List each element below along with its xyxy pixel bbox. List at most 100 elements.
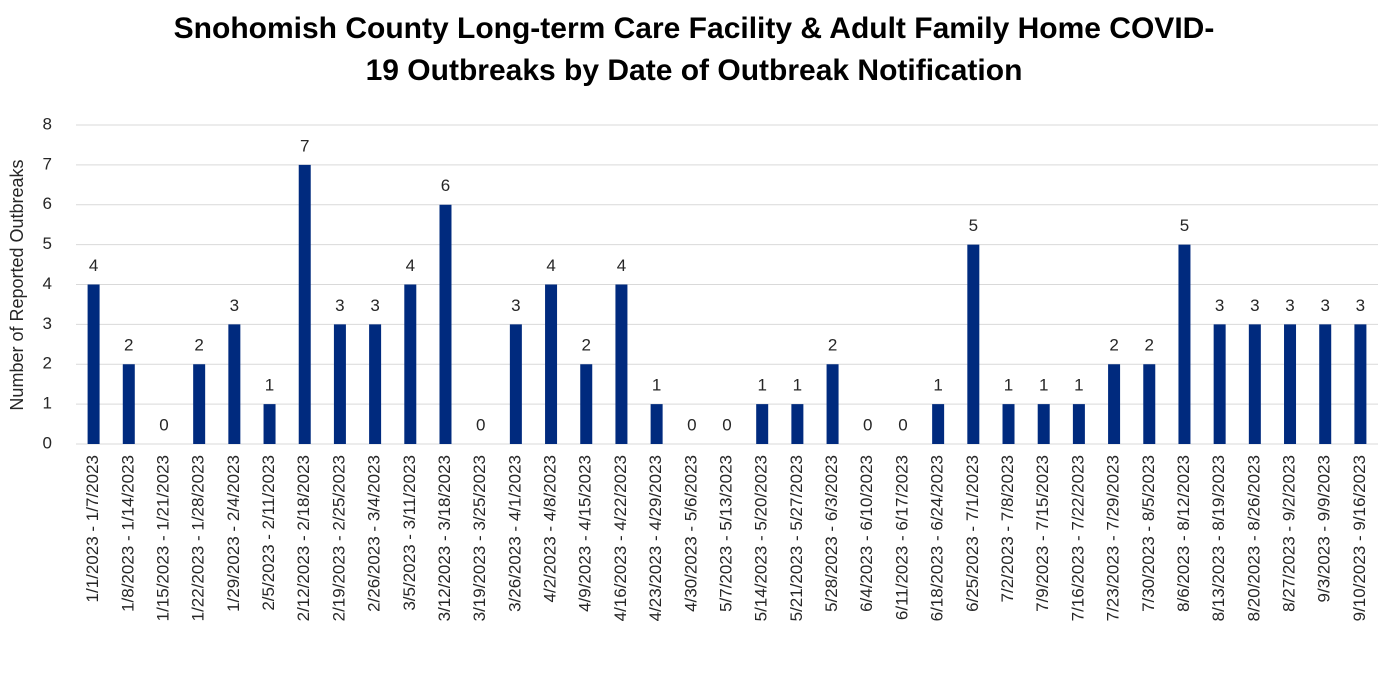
data-label: 3 bbox=[511, 296, 520, 315]
x-tick-label: 4/16/2023 - 4/22/2023 bbox=[611, 455, 630, 621]
data-label: 0 bbox=[159, 415, 168, 434]
bar bbox=[1037, 404, 1050, 444]
data-label: 4 bbox=[617, 256, 626, 275]
y-tick-label: 2 bbox=[43, 354, 52, 373]
data-label: 1 bbox=[793, 376, 802, 395]
bar bbox=[826, 364, 839, 444]
x-tick-label: 5/14/2023 - 5/20/2023 bbox=[752, 455, 771, 621]
data-label: 7 bbox=[300, 136, 309, 155]
x-tick-label: 8/6/2023 - 8/12/2023 bbox=[1174, 455, 1193, 612]
x-tick-label: 5/28/2023 - 6/3/2023 bbox=[822, 455, 841, 612]
bar bbox=[1354, 324, 1367, 444]
bar bbox=[1108, 364, 1121, 444]
x-tick-label: 6/11/2023 - 6/17/2023 bbox=[892, 455, 911, 620]
data-label: 0 bbox=[687, 415, 696, 434]
x-tick-label: 6/25/2023 - 7/1/2023 bbox=[963, 455, 982, 612]
bar bbox=[333, 324, 346, 444]
bar bbox=[369, 324, 382, 444]
data-label: 2 bbox=[1145, 336, 1154, 355]
x-tick-label: 8/20/2023 - 8/26/2023 bbox=[1244, 455, 1263, 621]
bar bbox=[439, 204, 452, 444]
x-tick-label: 9/10/2023 - 9/16/2023 bbox=[1350, 455, 1369, 621]
bar bbox=[932, 404, 945, 444]
chart-title: 19 Outbreaks by Date of Outbreak Notific… bbox=[366, 54, 1023, 87]
data-label: 2 bbox=[124, 336, 133, 355]
bar bbox=[1213, 324, 1226, 444]
bar bbox=[87, 284, 100, 444]
x-tick-label: 5/7/2023 - 5/13/2023 bbox=[716, 455, 735, 612]
data-label: 1 bbox=[1074, 376, 1083, 395]
bar bbox=[298, 164, 311, 444]
data-label: 2 bbox=[1109, 336, 1118, 355]
bar bbox=[263, 404, 276, 444]
x-tick-label: 2/19/2023 - 2/25/2023 bbox=[329, 455, 348, 621]
data-label: 1 bbox=[1004, 376, 1013, 395]
x-tick-label: 6/4/2023 - 6/10/2023 bbox=[857, 455, 876, 612]
data-label: 3 bbox=[1215, 296, 1224, 315]
data-label: 5 bbox=[1180, 216, 1189, 235]
x-tick-label: 4/2/2023 - 4/8/2023 bbox=[541, 455, 560, 602]
x-tick-label: 4/9/2023 - 4/15/2023 bbox=[576, 455, 595, 612]
data-label: 2 bbox=[582, 336, 591, 355]
y-tick-label: 3 bbox=[43, 314, 52, 333]
bar bbox=[545, 284, 558, 444]
x-tick-label: 2/26/2023 - 3/4/2023 bbox=[365, 455, 384, 612]
x-tick-label: 4/30/2023 - 5/6/2023 bbox=[681, 455, 700, 612]
bar bbox=[580, 364, 593, 444]
data-label: 2 bbox=[194, 336, 203, 355]
y-tick-label: 0 bbox=[43, 433, 52, 452]
bar bbox=[1002, 404, 1015, 444]
x-tick-label: 7/16/2023 - 7/22/2023 bbox=[1068, 455, 1087, 621]
bar bbox=[1319, 324, 1332, 444]
x-tick-label: 3/26/2023 - 4/1/2023 bbox=[505, 455, 524, 612]
x-tick-label: 3/19/2023 - 3/25/2023 bbox=[470, 455, 489, 621]
x-tick-label: 3/5/2023 - 3/11/2023 bbox=[400, 455, 419, 611]
x-tick-label: 7/30/2023 - 8/5/2023 bbox=[1139, 455, 1158, 612]
x-tick-label: 1/22/2023 - 1/28/2023 bbox=[189, 455, 208, 621]
y-tick-label: 5 bbox=[43, 234, 52, 253]
x-tick-label: 1/1/2023 - 1/7/2023 bbox=[83, 455, 102, 602]
data-label: 1 bbox=[1039, 376, 1048, 395]
bar bbox=[791, 404, 804, 444]
data-label: 3 bbox=[1250, 296, 1259, 315]
bar bbox=[1143, 364, 1156, 444]
data-label: 3 bbox=[230, 296, 239, 315]
data-label: 3 bbox=[1285, 296, 1294, 315]
y-axis-label: Number of Reported Outbreaks bbox=[7, 159, 27, 410]
bar bbox=[1248, 324, 1261, 444]
x-tick-label: 1/8/2023 - 1/14/2023 bbox=[118, 455, 137, 612]
x-tick-label: 3/12/2023 - 3/18/2023 bbox=[435, 455, 454, 621]
x-tick-label: 1/15/2023 - 1/21/2023 bbox=[153, 455, 172, 621]
data-label: 1 bbox=[757, 376, 766, 395]
y-tick-label: 8 bbox=[43, 114, 52, 133]
data-label: 4 bbox=[89, 256, 98, 275]
x-tick-label: 6/18/2023 - 6/24/2023 bbox=[928, 455, 947, 621]
x-tick-label: 2/12/2023 - 2/18/2023 bbox=[294, 455, 313, 621]
y-tick-label: 1 bbox=[43, 394, 52, 413]
data-label: 3 bbox=[335, 296, 344, 315]
data-label: 1 bbox=[265, 376, 274, 395]
y-tick-label: 4 bbox=[43, 274, 52, 293]
x-tick-label: 7/2/2023 - 7/8/2023 bbox=[998, 455, 1017, 602]
data-label: 2 bbox=[828, 336, 837, 355]
bar bbox=[1072, 404, 1085, 444]
x-tick-label: 7/23/2023 - 7/29/2023 bbox=[1104, 455, 1123, 621]
bar bbox=[509, 324, 522, 444]
data-label: 3 bbox=[370, 296, 379, 315]
data-label: 6 bbox=[441, 176, 450, 195]
x-tick-label: 2/5/2023 - 2/11/2023 bbox=[259, 455, 278, 611]
data-label: 5 bbox=[969, 216, 978, 235]
bar bbox=[756, 404, 769, 444]
y-tick-label: 6 bbox=[43, 194, 52, 213]
bar bbox=[122, 364, 135, 444]
x-tick-label: 7/9/2023 - 7/15/2023 bbox=[1033, 455, 1052, 612]
x-tick-label: 8/27/2023 - 9/2/2023 bbox=[1280, 455, 1299, 612]
data-label: 3 bbox=[1356, 296, 1365, 315]
data-label: 4 bbox=[406, 256, 415, 275]
bar bbox=[404, 284, 417, 444]
y-tick-label: 7 bbox=[43, 154, 52, 173]
data-label: 0 bbox=[476, 415, 485, 434]
bar bbox=[228, 324, 241, 444]
x-tick-label: 9/3/2023 - 9/9/2023 bbox=[1315, 455, 1334, 602]
